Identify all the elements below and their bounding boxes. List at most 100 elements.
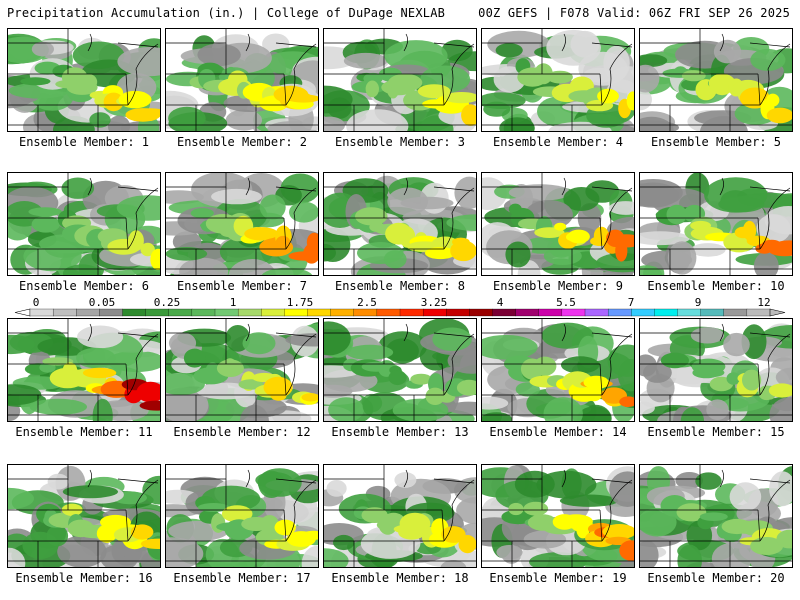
precip-contour xyxy=(726,372,741,385)
colorbar-swatch xyxy=(584,308,609,317)
state-border xyxy=(283,73,287,106)
colorbar-tick-label: 0.25 xyxy=(154,296,181,309)
precip-contour xyxy=(31,41,54,57)
colorbar-swatch xyxy=(330,308,355,317)
state-border xyxy=(441,509,445,542)
state-border xyxy=(283,509,287,542)
state-border xyxy=(245,33,250,52)
precip-contour xyxy=(242,332,276,355)
colorbar-tick-label: 2.5 xyxy=(357,296,377,309)
precip-contour xyxy=(666,204,687,225)
state-border xyxy=(245,177,250,196)
ensemble-member-label: Ensemble Member: 18 xyxy=(331,571,469,585)
state-border xyxy=(441,73,445,106)
precip-contour xyxy=(667,241,697,275)
precip-contour xyxy=(704,177,768,213)
precip-contour xyxy=(28,207,62,217)
precip-contour xyxy=(89,112,111,128)
colorbar-min-arrow xyxy=(14,308,31,317)
precip-contour xyxy=(168,332,197,354)
precip-map xyxy=(166,465,318,567)
precip-contour xyxy=(417,84,451,99)
precip-contour xyxy=(166,387,209,421)
state-border xyxy=(591,186,633,192)
colorbar-swatch xyxy=(492,308,517,317)
state-border xyxy=(125,73,129,106)
precip-contour xyxy=(103,92,124,112)
state-border xyxy=(403,33,408,52)
precip-contour xyxy=(130,524,154,540)
precip-contour xyxy=(128,230,144,252)
precip-contour xyxy=(443,92,476,104)
state-border xyxy=(125,217,129,250)
state-border xyxy=(601,479,633,542)
precip-contour xyxy=(695,472,722,490)
colorbar-max-arrow xyxy=(769,308,786,317)
precip-contour xyxy=(140,538,160,549)
precip-contour xyxy=(441,39,473,62)
state-border xyxy=(275,478,317,484)
colorbar-tick-label: 1 xyxy=(230,296,237,309)
precip-contour xyxy=(425,387,445,405)
precip-contour xyxy=(324,116,345,131)
precip-contour xyxy=(228,259,277,275)
state-border xyxy=(561,33,566,52)
precip-contour xyxy=(225,109,263,131)
colorbar-swatch xyxy=(76,308,100,317)
precip-contour xyxy=(8,334,35,355)
precip-contour xyxy=(677,544,702,567)
state-border xyxy=(275,186,317,192)
precip-contour xyxy=(640,64,660,93)
precip-contour xyxy=(508,502,524,516)
state-border xyxy=(403,469,408,488)
precip-contour xyxy=(607,344,634,377)
colorbar-swatch xyxy=(700,308,725,317)
precip-contour xyxy=(183,348,206,368)
precip-contour xyxy=(425,247,456,260)
ensemble-member-label: Ensemble Member: 20 xyxy=(647,571,785,585)
ensemble-member-label: Ensemble Member: 11 xyxy=(15,425,153,439)
state-border xyxy=(117,478,159,484)
precip-map xyxy=(324,319,476,421)
state-border xyxy=(591,478,633,484)
precip-contour xyxy=(729,482,762,512)
precip-contour xyxy=(306,232,318,252)
ensemble-member-label: Ensemble Member: 2 xyxy=(176,135,308,149)
state-border xyxy=(87,323,92,342)
precip-contour xyxy=(734,226,752,239)
precip-contour xyxy=(699,512,728,521)
colorbar-tick-label: 7 xyxy=(628,296,635,309)
state-border xyxy=(117,42,159,48)
state-border xyxy=(285,43,317,106)
precip-map xyxy=(166,29,318,131)
precip-contour xyxy=(626,91,634,111)
state-border xyxy=(443,479,475,542)
precip-contour xyxy=(750,48,786,71)
precip-contour xyxy=(20,77,51,86)
precip-contour xyxy=(570,30,600,58)
state-border xyxy=(245,469,250,488)
state-border xyxy=(127,43,159,106)
precip-contour xyxy=(640,54,668,67)
precip-contour xyxy=(166,247,208,261)
colorbar-swatch xyxy=(29,308,54,317)
colorbar-swatch xyxy=(284,308,308,317)
precip-contour xyxy=(609,471,634,507)
precip-contour xyxy=(42,357,74,366)
precip-contour xyxy=(31,215,60,233)
precip-contour xyxy=(567,229,590,244)
state-border xyxy=(433,42,475,48)
colorbar-swatch xyxy=(214,308,239,317)
state-border xyxy=(127,187,159,250)
precip-map xyxy=(166,173,318,275)
precip-contour xyxy=(139,400,160,411)
ensemble-map-panel xyxy=(165,172,319,276)
precip-contour xyxy=(640,540,659,567)
ensemble-map-panel xyxy=(7,28,161,132)
precip-contour xyxy=(508,184,571,201)
precip-contour xyxy=(140,242,155,257)
precip-contour xyxy=(275,235,291,251)
ensemble-map-panel xyxy=(165,464,319,568)
precip-contour xyxy=(576,520,590,539)
colorbar-swatch xyxy=(746,308,771,317)
